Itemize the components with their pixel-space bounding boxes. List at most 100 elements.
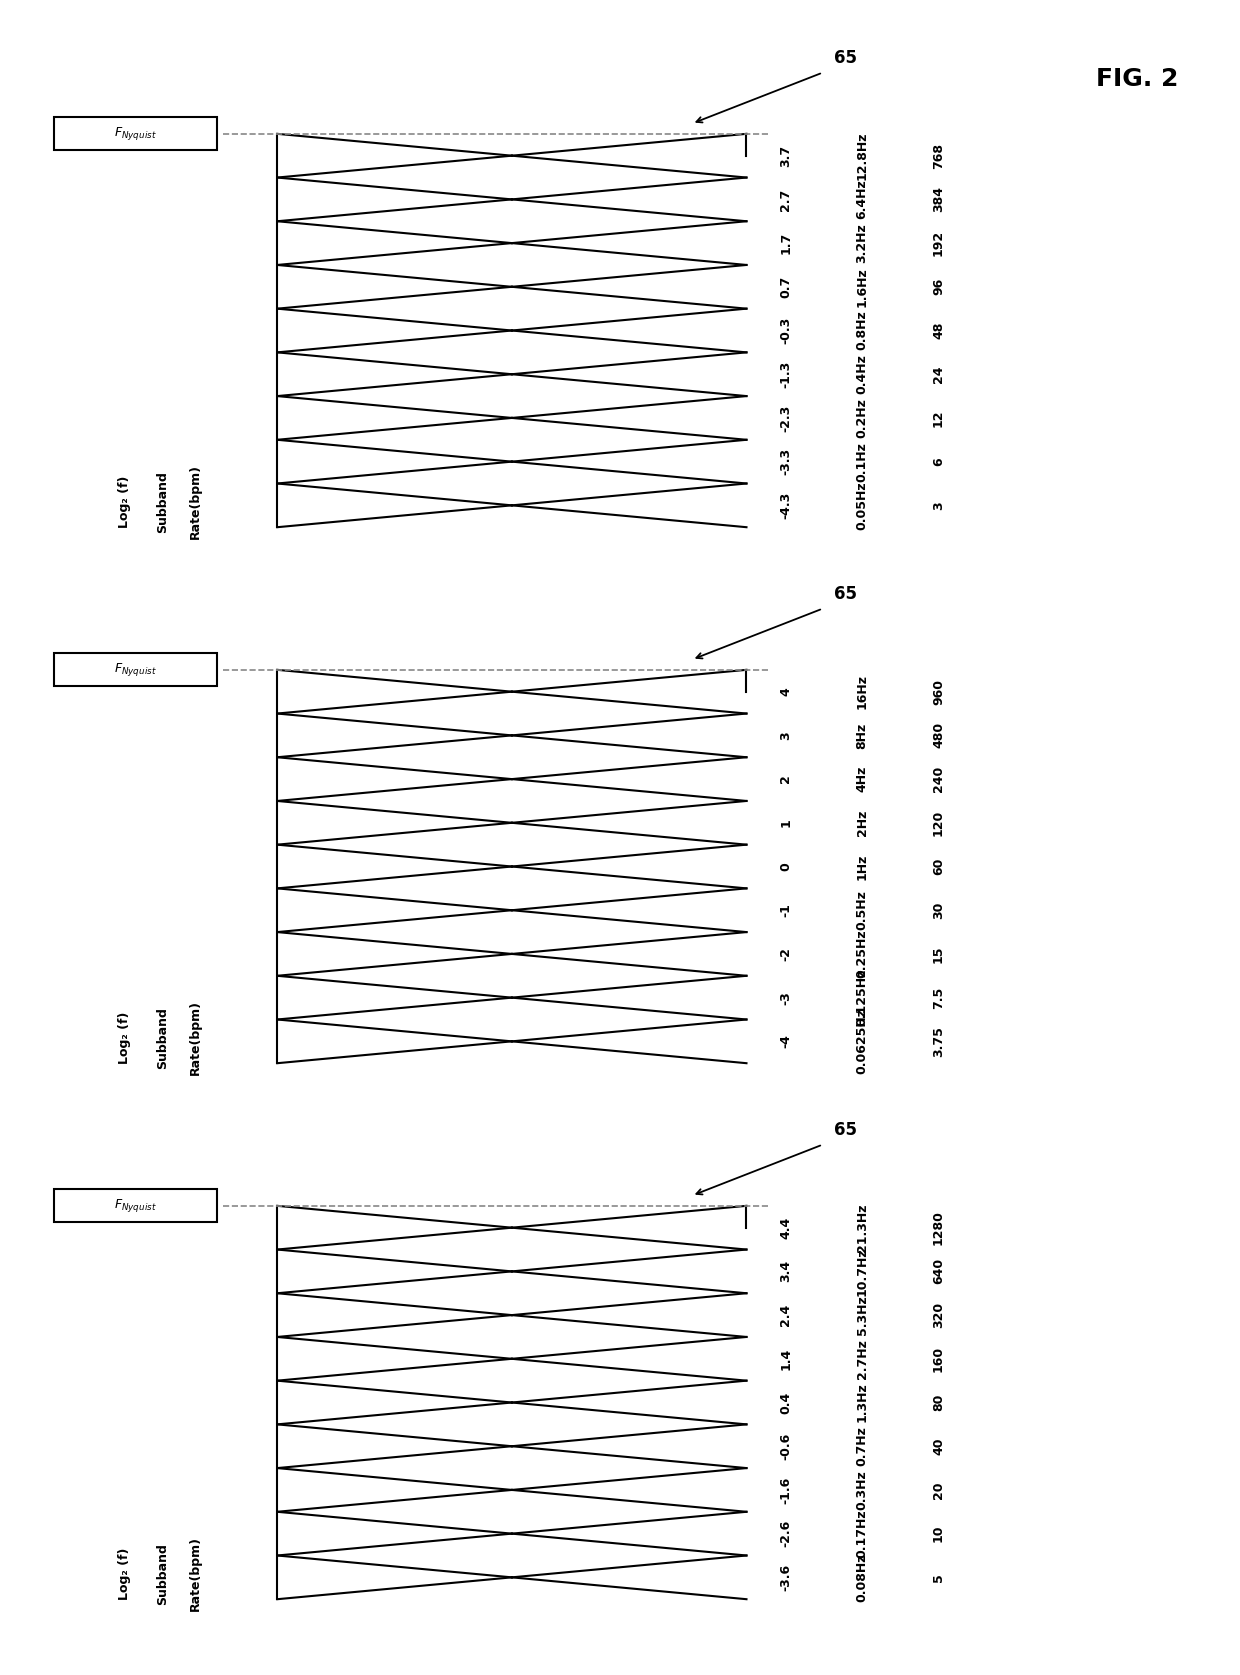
Text: 2: 2 — [779, 776, 792, 784]
Text: 0.5Hz: 0.5Hz — [856, 891, 868, 930]
Text: FIG. 2: FIG. 2 — [1096, 67, 1178, 90]
Text: -3.3: -3.3 — [779, 449, 792, 476]
Text: 4Hz: 4Hz — [856, 765, 868, 792]
Text: 8Hz: 8Hz — [856, 722, 868, 749]
Text: 2.7: 2.7 — [779, 188, 792, 211]
Text: 3: 3 — [932, 501, 945, 509]
Text: 3.75: 3.75 — [932, 1025, 945, 1057]
Text: Log₂ (f): Log₂ (f) — [118, 1548, 131, 1600]
Text: Subband: Subband — [156, 1543, 169, 1605]
Text: 0.8Hz: 0.8Hz — [856, 310, 868, 350]
Text: 0.125Hz: 0.125Hz — [856, 968, 868, 1027]
Text: 7.5: 7.5 — [932, 987, 945, 1008]
Text: 10: 10 — [932, 1524, 945, 1543]
Text: 0.4: 0.4 — [779, 1392, 792, 1414]
Text: 1.6Hz: 1.6Hz — [856, 266, 868, 307]
Text: 240: 240 — [932, 765, 945, 792]
Text: Log₂ (f): Log₂ (f) — [118, 1012, 131, 1064]
Text: $F_{Nyquist}$: $F_{Nyquist}$ — [114, 1198, 156, 1214]
Text: 2.4: 2.4 — [779, 1303, 792, 1327]
Text: -2: -2 — [779, 946, 792, 961]
Text: -4: -4 — [779, 1035, 792, 1049]
Text: 0.1Hz: 0.1Hz — [856, 442, 868, 482]
Text: 65: 65 — [833, 1122, 857, 1139]
Text: 3.2Hz: 3.2Hz — [856, 223, 868, 263]
Text: 60: 60 — [932, 858, 945, 876]
Text: 120: 120 — [932, 809, 945, 836]
Text: 320: 320 — [932, 1301, 945, 1328]
Text: 192: 192 — [932, 229, 945, 256]
Text: 0.7: 0.7 — [779, 276, 792, 298]
Text: 12.8Hz: 12.8Hz — [856, 131, 868, 179]
Text: 0.17Hz: 0.17Hz — [856, 1509, 868, 1558]
Text: 0.7Hz: 0.7Hz — [856, 1427, 868, 1466]
Text: 1.4: 1.4 — [779, 1348, 792, 1370]
Text: 5.3Hz: 5.3Hz — [856, 1295, 868, 1335]
Text: 96: 96 — [932, 278, 945, 295]
Text: 640: 640 — [932, 1258, 945, 1285]
Text: -2.6: -2.6 — [779, 1519, 792, 1548]
Text: 5: 5 — [932, 1573, 945, 1581]
Text: 80: 80 — [932, 1394, 945, 1412]
Text: -3.6: -3.6 — [779, 1564, 792, 1591]
Text: 3: 3 — [779, 730, 792, 740]
Text: -1.6: -1.6 — [779, 1476, 792, 1504]
Text: 1.3Hz: 1.3Hz — [856, 1382, 868, 1422]
Text: Log₂ (f): Log₂ (f) — [118, 476, 131, 528]
Text: 65: 65 — [833, 50, 857, 67]
Text: 768: 768 — [932, 142, 945, 169]
Text: 1.7: 1.7 — [779, 231, 792, 255]
Text: 4.4: 4.4 — [779, 1216, 792, 1240]
Text: $F_{Nyquist}$: $F_{Nyquist}$ — [114, 126, 156, 142]
Text: 0.2Hz: 0.2Hz — [856, 399, 868, 437]
Text: 0.4Hz: 0.4Hz — [856, 355, 868, 394]
Text: 4: 4 — [779, 687, 792, 697]
Text: 21.3Hz: 21.3Hz — [856, 1203, 868, 1251]
Text: 960: 960 — [932, 678, 945, 705]
Text: 16Hz: 16Hz — [856, 673, 868, 709]
Text: Rate(bpm): Rate(bpm) — [188, 464, 202, 539]
Text: 0: 0 — [779, 863, 792, 871]
Text: -0.3: -0.3 — [779, 317, 792, 343]
FancyBboxPatch shape — [53, 1189, 217, 1223]
Text: 1280: 1280 — [932, 1211, 945, 1245]
Text: 3.4: 3.4 — [779, 1260, 792, 1283]
Text: 65: 65 — [833, 586, 857, 603]
Text: Subband: Subband — [156, 1007, 169, 1069]
Text: 12: 12 — [932, 409, 945, 427]
Text: 0.3Hz: 0.3Hz — [856, 1471, 868, 1509]
Text: 24: 24 — [932, 365, 945, 384]
Text: Rate(bpm): Rate(bpm) — [188, 1536, 202, 1611]
Text: 1: 1 — [779, 819, 792, 827]
Text: 2.7Hz: 2.7Hz — [856, 1338, 868, 1379]
Text: 480: 480 — [932, 722, 945, 749]
Text: $F_{Nyquist}$: $F_{Nyquist}$ — [114, 662, 156, 678]
Text: Subband: Subband — [156, 471, 169, 533]
Text: 160: 160 — [932, 1345, 945, 1372]
Text: 30: 30 — [932, 901, 945, 920]
Text: 3.7: 3.7 — [779, 144, 792, 168]
FancyBboxPatch shape — [53, 117, 217, 151]
Text: 6: 6 — [932, 457, 945, 466]
Text: 384: 384 — [932, 186, 945, 213]
Text: 0.08Hz: 0.08Hz — [856, 1553, 868, 1601]
FancyBboxPatch shape — [53, 653, 217, 687]
Text: -4.3: -4.3 — [779, 492, 792, 519]
Text: -2.3: -2.3 — [779, 404, 792, 432]
Text: 15: 15 — [932, 945, 945, 963]
Text: -0.6: -0.6 — [779, 1432, 792, 1461]
Text: 10.7Hz: 10.7Hz — [856, 1248, 868, 1296]
Text: 40: 40 — [932, 1437, 945, 1456]
Text: -1.3: -1.3 — [779, 360, 792, 389]
Text: -3: -3 — [779, 992, 792, 1005]
Text: -1: -1 — [779, 903, 792, 918]
Text: 0.05Hz: 0.05Hz — [856, 481, 868, 529]
Text: Rate(bpm): Rate(bpm) — [188, 1000, 202, 1075]
Text: 0.0625Hz: 0.0625Hz — [856, 1008, 868, 1074]
Text: 0.25Hz: 0.25Hz — [856, 930, 868, 978]
Text: 48: 48 — [932, 322, 945, 340]
Text: 6.4Hz: 6.4Hz — [856, 179, 868, 219]
Text: 1Hz: 1Hz — [856, 853, 868, 879]
Text: 2Hz: 2Hz — [856, 809, 868, 836]
Text: 20: 20 — [932, 1481, 945, 1499]
